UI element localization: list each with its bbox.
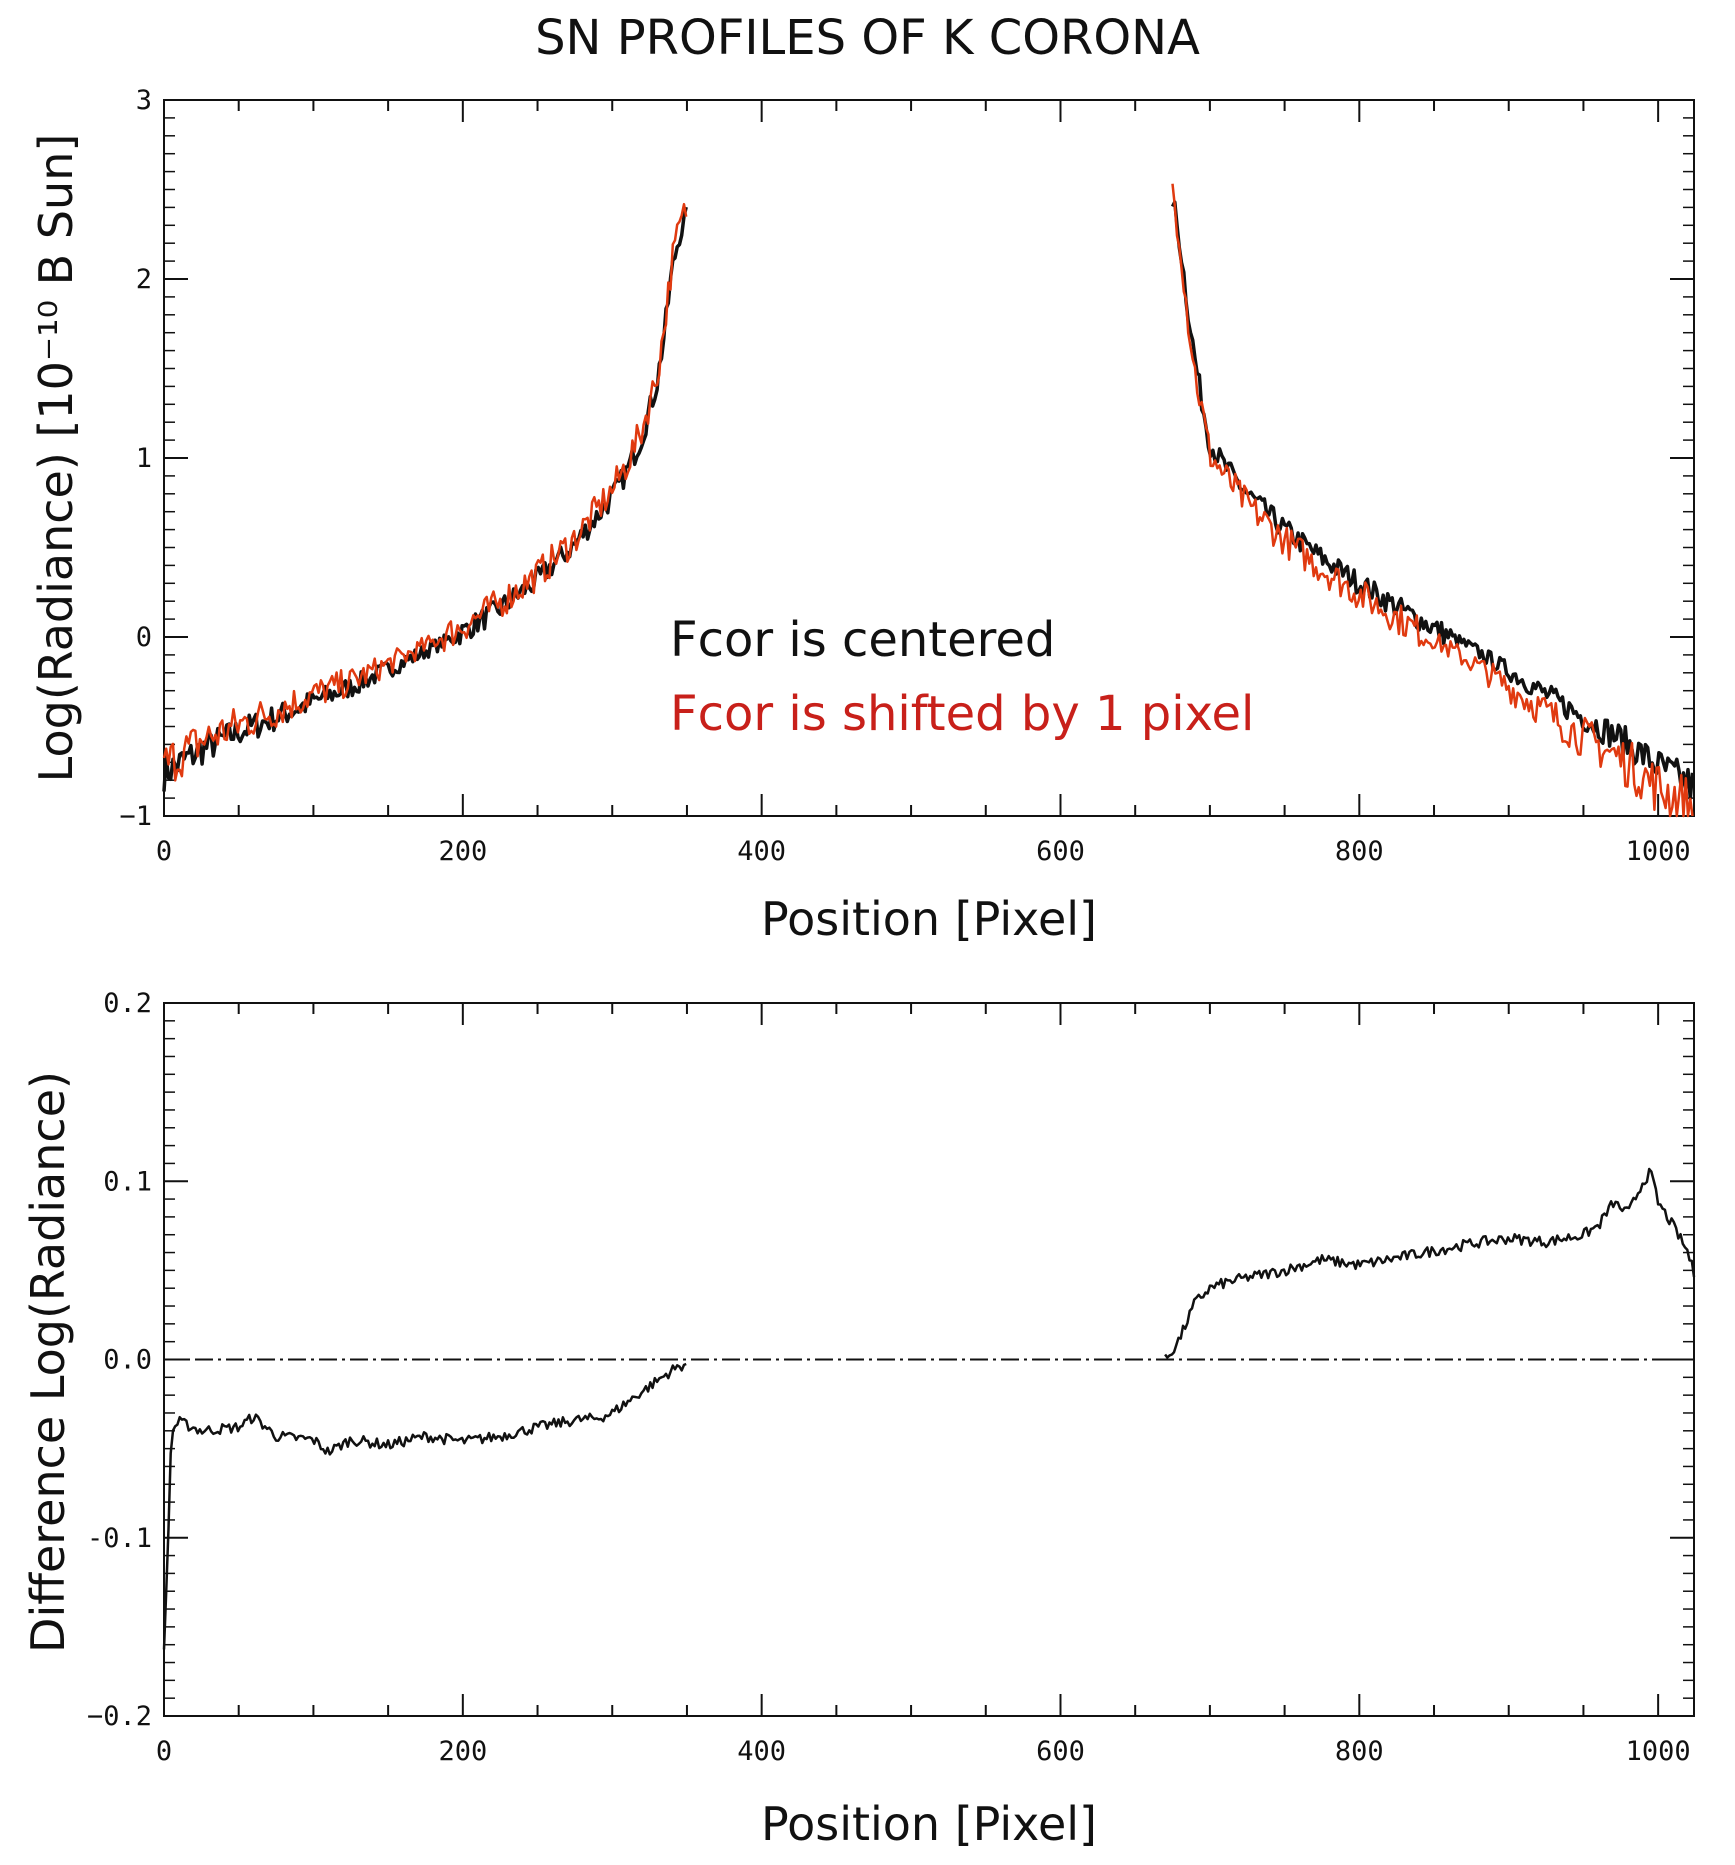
top-chart-xlabel: Position [Pixel] (761, 892, 1097, 946)
bottom-chart-ticks (163, 1002, 1694, 1717)
top-chart-xtick-label: 1000 (1626, 836, 1691, 867)
bottom-chart-xtick-label: 800 (1335, 1736, 1384, 1767)
top-chart-xtick-label: 600 (1036, 836, 1085, 867)
bottom-chart-xtick-label: 600 (1036, 1736, 1085, 1767)
top-chart-xtick-label: 800 (1335, 836, 1384, 867)
top-chart-xtick-label: 400 (737, 836, 786, 867)
bottom-chart-series-primary-segment (1164, 1167, 1696, 1359)
bottom-chart-xlabel: Position [Pixel] (761, 1797, 1097, 1851)
bottom-chart-xtick-label: 200 (438, 1736, 487, 1767)
bottom-chart-ytick-label: −0.2 (87, 1701, 152, 1732)
bottom-chart-xtick-label: 1000 (1626, 1736, 1691, 1767)
bottom-chart-series-primary-segment (162, 1362, 687, 1650)
top-chart-ytick-label: 3 (136, 85, 152, 116)
top-chart-series-secondary-segment (1171, 183, 1694, 818)
top-chart-series (162, 183, 1695, 818)
top-chart-series-secondary-segment (162, 202, 688, 782)
bottom-chart-xtick-label: 400 (737, 1736, 786, 1767)
bottom-chart-xtick-label: 0 (156, 1736, 172, 1767)
top-chart-xtick-label: 200 (438, 836, 487, 867)
bottom-chart-series (162, 1167, 1696, 1650)
top-chart-ytick-label: 2 (136, 264, 152, 295)
top-chart-ytick-label: 1 (136, 443, 152, 474)
bottom-chart: 0 200 400 600 800 1000 0.2 0.1 0.0 -0.1 −0.2 Posit… (21, 988, 1696, 1851)
top-chart-series-primary-segment (162, 206, 688, 792)
bottom-chart-ytick-label: 0.1 (103, 1166, 152, 1197)
bottom-chart-tick-labels: 0 200 400 600 800 1000 0.2 0.1 0.0 -0.1 −0.2 (87, 988, 1691, 1767)
top-chart-ylabel: Log(Radiance) [10⁻¹⁰ B Sun] (29, 134, 83, 783)
top-chart-xtick-label: 0 (156, 836, 172, 867)
page-title: SN PROFILES OF K CORONA (535, 10, 1200, 66)
legend-shifted: Fcor is shifted by 1 pixel (670, 686, 1254, 742)
bottom-chart-ytick-label: -0.1 (87, 1523, 152, 1554)
top-chart-ytick-label: 0 (136, 622, 152, 653)
legend-centered: Fcor is centered (670, 612, 1055, 668)
bottom-chart-ylabel: Difference Log(Radiance) (21, 1071, 75, 1653)
top-chart-ytick-label: −1 (119, 801, 152, 832)
bottom-chart-ytick-label: 0.0 (103, 1345, 152, 1376)
bottom-chart-ytick-label: 0.2 (103, 988, 152, 1019)
top-chart-series-primary-segment (1170, 200, 1695, 801)
